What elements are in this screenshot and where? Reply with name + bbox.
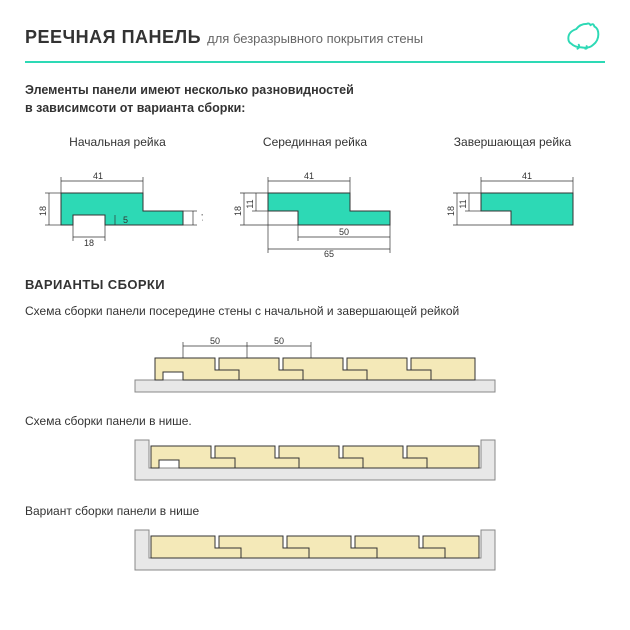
scheme-a: Схема сборки панели посередине стены с н… bbox=[25, 304, 605, 398]
profile-end-label: Завершающая рейка bbox=[420, 135, 605, 149]
dim-start-notchh: 5 bbox=[123, 215, 128, 225]
profile-start: Начальная рейка 41 18 18 5 bbox=[25, 135, 210, 257]
scheme-c-diagram bbox=[115, 526, 515, 578]
intro-text: Элементы панели имеют несколько разновид… bbox=[25, 81, 605, 117]
scheme-b-label: Схема сборки панели в нише. bbox=[25, 414, 605, 428]
header: РЕЕЧНАЯ ПАНЕЛЬ для безразрывного покрыти… bbox=[25, 20, 605, 63]
dim-end-innerh: 11 bbox=[458, 200, 468, 209]
dim-mid-totalw: 65 bbox=[324, 249, 334, 257]
profile-middle-label: Серединная рейка bbox=[220, 135, 410, 149]
dim-sa-2: 50 bbox=[274, 336, 284, 346]
dim-start-steph: 7 bbox=[201, 213, 203, 223]
profile-middle: Серединная рейка 41 18 11 50 bbox=[220, 135, 410, 257]
dim-mid-innerh: 11 bbox=[245, 200, 255, 209]
header-text: РЕЕЧНАЯ ПАНЕЛЬ для безразрывного покрыти… bbox=[25, 27, 423, 48]
profile-start-diagram: 41 18 18 5 7 bbox=[33, 157, 203, 247]
scheme-b-diagram bbox=[115, 436, 515, 488]
dim-end-topw: 41 bbox=[521, 171, 531, 181]
dim-mid-bottomw: 50 bbox=[339, 227, 349, 237]
dim-start-topw: 41 bbox=[92, 171, 102, 181]
dim-sa-1: 50 bbox=[210, 336, 220, 346]
logo-icon bbox=[563, 20, 605, 55]
scheme-c-label: Вариант сборки панели в нише bbox=[25, 504, 605, 518]
dim-mid-h: 18 bbox=[233, 206, 243, 216]
profile-start-label: Начальная рейка bbox=[25, 135, 210, 149]
scheme-b: Схема сборки панели в нише. bbox=[25, 414, 605, 488]
dim-start-h: 18 bbox=[38, 206, 48, 216]
profile-end: Завершающая рейка 41 18 11 bbox=[420, 135, 605, 257]
dim-end-h: 18 bbox=[446, 206, 456, 216]
section-title: ВАРИАНТЫ СБОРКИ bbox=[25, 277, 605, 292]
profile-end-diagram: 41 18 11 bbox=[433, 157, 593, 247]
intro-line2: в зависимсоти от варианта сборки: bbox=[25, 101, 245, 115]
profile-middle-diagram: 41 18 11 50 65 bbox=[220, 157, 410, 257]
scheme-a-diagram: 50 50 bbox=[115, 326, 515, 398]
scheme-c: Вариант сборки панели в нише bbox=[25, 504, 605, 578]
page-subtitle: для безразрывного покрытия стены bbox=[207, 31, 423, 46]
page-title: РЕЕЧНАЯ ПАНЕЛЬ bbox=[25, 27, 201, 48]
dim-mid-topw: 41 bbox=[304, 171, 314, 181]
scheme-a-label: Схема сборки панели посередине стены с н… bbox=[25, 304, 605, 318]
intro-line1: Элементы панели имеют несколько разновид… bbox=[25, 83, 354, 97]
profiles-row: Начальная рейка 41 18 18 5 bbox=[25, 135, 605, 257]
dim-start-notchw: 18 bbox=[83, 238, 93, 247]
